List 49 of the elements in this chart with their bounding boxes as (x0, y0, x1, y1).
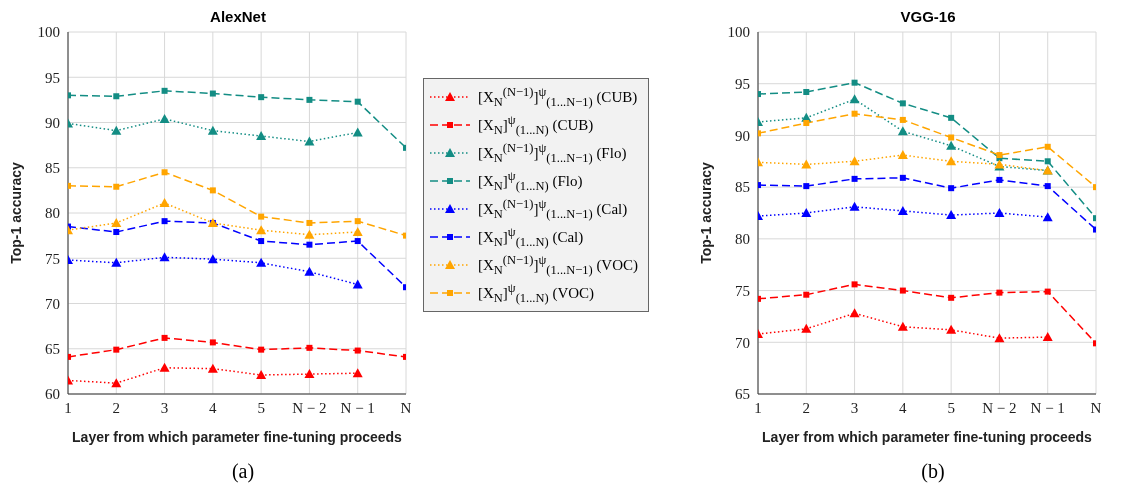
x-tick-label: N − 2 (292, 399, 327, 416)
y-tick-label: 95 (45, 69, 60, 86)
x-tick-label: N (1090, 399, 1102, 416)
legend-label: [X$_{N}$]$^{ψ}$$_{(1...N)}$ (VOC) (478, 280, 595, 306)
y-tick-label: 75 (735, 282, 750, 299)
x-tick-label: N − 2 (982, 399, 1017, 416)
x-axis-title: Layer from which parameter fine-tuning proceeds (72, 429, 403, 445)
legend-label: [X$_{N}$]$^{ψ}$$_{(1...N)}$ (CUB) (478, 112, 594, 138)
x-tick-label: N (400, 399, 412, 416)
legend-label: [X$_{N}$]$^{ψ}$$_{(1...N)}$ (Flo) (478, 168, 583, 194)
x-tick-label: 2 (802, 399, 811, 416)
y-axis-title: Top-1 accuracy (697, 161, 714, 264)
y-tick-label: 70 (735, 334, 750, 351)
y-tick-label: 80 (735, 231, 750, 248)
legend-label: [X$_{N}$$^{(N−1)}$]$^{ψ}$$_{(1...N−1)}$ (VOC) (478, 252, 639, 278)
legend-label: [X$_{N}$$^{(N−1)}$]$^{ψ}$$_{(1...N−1)}$ (CUB) (478, 84, 638, 110)
x-tick-label: 1 (64, 399, 72, 416)
x-tick-label: 4 (209, 399, 218, 416)
text: (a) (230, 460, 256, 483)
y-tick-label: 65 (45, 341, 60, 358)
y-tick-label: 85 (45, 160, 60, 177)
y-tick-label: 85 (735, 179, 750, 196)
y-tick-label: 100 (727, 24, 750, 41)
chart-title: VGG-16 (899, 8, 957, 25)
y-axis-title: Top-1 accuracy (7, 161, 24, 264)
x-tick-label: 1 (754, 399, 762, 416)
y-tick-label: 90 (735, 127, 750, 144)
x-tick-label: N − 1 (340, 399, 375, 416)
y-tick-label: 90 (45, 114, 60, 131)
y-tick-label: 80 (45, 205, 60, 222)
text: (b) (920, 460, 946, 483)
x-axis-title: Layer from which parameter fine-tuning proceeds (762, 429, 1093, 445)
y-tick-label: 60 (45, 386, 60, 403)
y-tick-label: 75 (45, 250, 60, 267)
y-tick-label: 65 (735, 386, 750, 403)
legend-label: [X$_{N}$$^{(N−1)}$]$^{ψ}$$_{(1...N−1)}$ (Flo) (478, 140, 627, 166)
x-tick-label: 3 (160, 399, 169, 416)
y-tick-label: 70 (45, 295, 60, 312)
x-tick-label: 5 (257, 399, 265, 416)
legend-label: [X$_{N}$$^{(N−1)}$]$^{ψ}$$_{(1...N−1)}$ (Cal) (478, 196, 628, 222)
chart-title: AlexNet (209, 8, 267, 25)
legend-label: [X$_{N}$]$^{ψ}$$_{(1...N)}$ (Cal) (478, 224, 584, 250)
y-tick-label: 100 (37, 24, 60, 41)
x-tick-label: 4 (899, 399, 908, 416)
x-tick-label: 5 (947, 399, 955, 416)
x-tick-label: 2 (112, 399, 121, 416)
x-tick-label: N − 1 (1030, 399, 1065, 416)
x-tick-label: 3 (850, 399, 859, 416)
y-tick-label: 95 (735, 76, 750, 93)
